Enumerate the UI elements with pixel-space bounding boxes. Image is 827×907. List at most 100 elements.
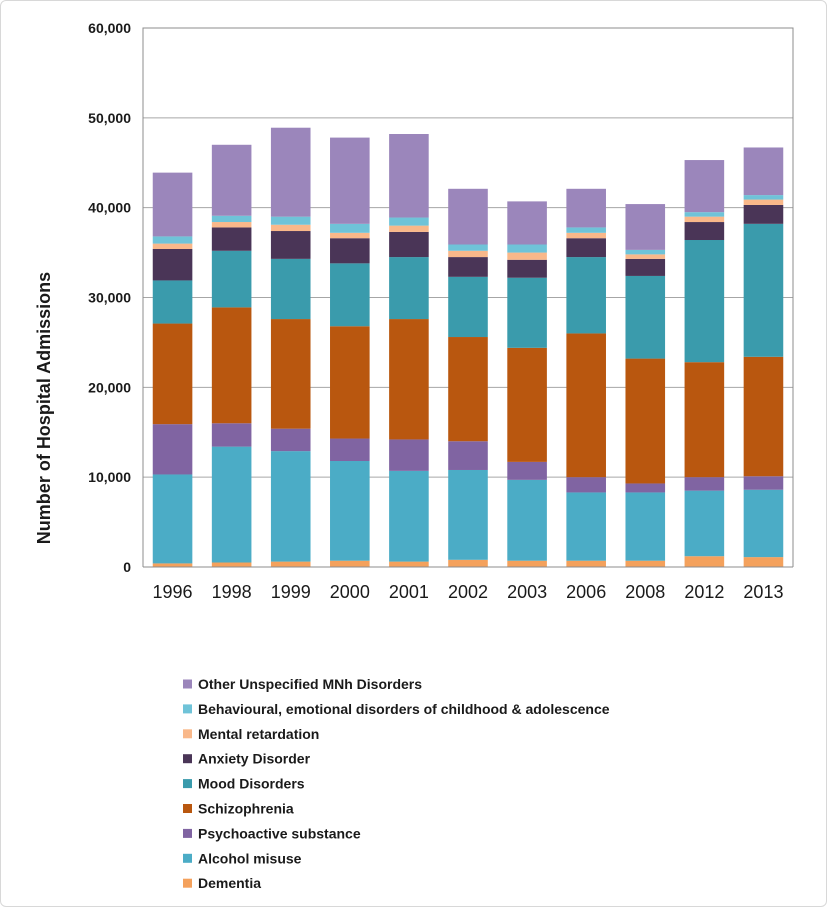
bar-segment	[743, 489, 784, 558]
bar-segment	[507, 259, 547, 278]
bar-segment	[507, 347, 547, 462]
bars	[152, 127, 784, 567]
bar-segment	[566, 477, 606, 493]
bar-segment	[330, 326, 370, 439]
bar-segment	[507, 244, 547, 253]
legend-swatch	[183, 729, 192, 739]
legend-label: Mental retardation	[198, 726, 319, 742]
bar-segment	[566, 257, 606, 334]
y-tick-label: 20,000	[88, 379, 131, 395]
legend-swatch	[183, 754, 192, 764]
bar-segment	[743, 356, 784, 477]
bar-segment	[684, 160, 725, 213]
bar-segment	[152, 172, 193, 237]
bar-segment	[625, 254, 666, 259]
x-tick-label: 2000	[330, 582, 370, 602]
bar-segment	[152, 474, 193, 564]
legend-label: Dementia	[198, 875, 261, 891]
x-tick-label: 1998	[212, 582, 252, 602]
bar-segment	[625, 275, 666, 359]
y-tick-label: 60,000	[88, 20, 131, 36]
bar-segment	[448, 276, 488, 338]
bar-segment	[330, 263, 370, 327]
plot-border	[142, 27, 794, 567]
bar-segment	[507, 560, 547, 567]
bar-segment	[743, 195, 784, 200]
bar-segment	[566, 232, 606, 239]
legend-swatch	[183, 878, 192, 888]
bar-segment	[684, 490, 725, 557]
bar-segment	[152, 323, 193, 425]
bar-segment	[270, 561, 311, 567]
legend-label: Mood Disorders	[198, 776, 305, 792]
legend-label: Alcohol misuse	[198, 850, 302, 866]
x-tick-label: 2001	[389, 582, 429, 602]
bar-segment	[566, 333, 606, 478]
bar-segment	[448, 244, 488, 251]
bar-segment	[211, 144, 252, 216]
bar-segment	[152, 236, 193, 244]
x-tick-label: 2008	[625, 582, 665, 602]
bar-segment	[625, 560, 666, 567]
legend-label: Psychoactive substance	[198, 825, 361, 841]
bar-segment	[330, 438, 370, 461]
bar-segment	[625, 483, 666, 493]
bar-segment	[270, 428, 311, 452]
y-tick-label: 40,000	[88, 200, 131, 216]
bar-segment	[152, 280, 193, 324]
bar-segment	[389, 134, 429, 218]
x-tick-label: 2002	[448, 582, 488, 602]
legend-swatch	[183, 804, 192, 813]
bar-segment	[507, 252, 547, 260]
bar-segment	[211, 227, 252, 251]
bar-segment	[211, 307, 252, 424]
bar-segment	[211, 250, 252, 308]
bar-segment	[270, 451, 311, 562]
legend-label: Behavioural, emotional disorders of chil…	[198, 701, 610, 717]
x-tick-label: 1996	[153, 582, 193, 602]
axes: 0 10,000 20,000 30,000 40,000 50,000 60,000 199…	[88, 20, 794, 602]
bar-segment	[448, 469, 488, 560]
bar-segment	[211, 446, 252, 563]
bar-segment	[566, 560, 606, 567]
legend-label: Anxiety Disorder	[198, 751, 311, 767]
x-tick-label: 2003	[507, 582, 547, 602]
bar-segment	[152, 248, 193, 281]
legend-swatch	[183, 704, 192, 714]
bar-segment	[330, 460, 370, 561]
bar-segment	[389, 561, 429, 567]
bar-segment	[152, 563, 193, 567]
bar-segment	[743, 557, 784, 567]
bar-segment	[625, 204, 666, 250]
x-tick-label: 2013	[743, 582, 783, 602]
y-axis-label: Number of Hospital Admissions	[34, 272, 54, 544]
legend-label: Other Unspecified MNh Disorders	[198, 676, 422, 692]
x-tick-label: 2012	[684, 582, 724, 602]
legend-swatch	[183, 853, 192, 863]
legend-label: Schizophrenia	[198, 801, 294, 817]
x-tick-label: 2006	[566, 582, 606, 602]
bar-segment	[625, 492, 666, 561]
legend-swatch	[183, 679, 192, 689]
x-tick-label: 1999	[271, 582, 311, 602]
bar-segment	[330, 137, 370, 224]
bar-segment	[330, 238, 370, 264]
bar-segment	[448, 188, 488, 245]
bar-segment	[507, 277, 547, 348]
bar-segment	[566, 238, 606, 258]
bar-segment	[330, 223, 370, 233]
bar-segment	[389, 439, 429, 471]
bar-segment	[684, 222, 725, 241]
bar-segment	[152, 243, 193, 249]
bar-segment	[743, 223, 784, 357]
bar-segment	[448, 337, 488, 442]
bar-segment	[566, 188, 606, 228]
bar-segment	[389, 470, 429, 562]
legend: Other Unspecified MNh Disorders Behaviour…	[183, 676, 610, 891]
bar-segment	[625, 358, 666, 484]
bar-segment	[330, 560, 370, 567]
y-tick-label: 50,000	[88, 110, 131, 126]
bar-segment	[389, 231, 429, 258]
bar-segment	[743, 199, 784, 205]
